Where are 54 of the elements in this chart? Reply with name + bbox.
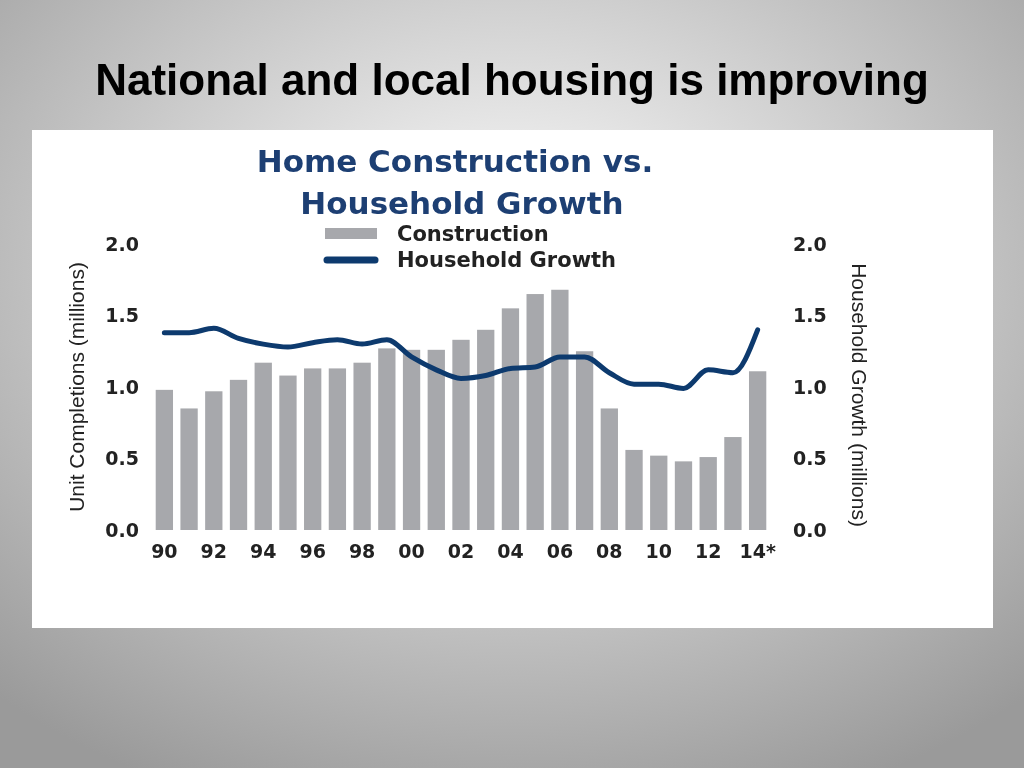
chart-title: National and local housing is improving [95,55,929,104]
bar [353,362,371,530]
bar [279,375,297,530]
x-tick-label: 06 [546,540,574,563]
y-tick-label: 0.0 [105,518,139,541]
x-tick-label: 00 [398,540,425,563]
y2-tick-label: 1.5 [793,304,827,327]
x-tick-label: 94 [250,540,277,563]
bar [304,368,322,530]
y-tick-label: 1.0 [105,375,139,398]
bar [155,389,174,530]
bar [724,437,742,530]
bar [402,349,421,530]
x-tick-label: 90 [151,540,178,563]
chart-subtitle: Home Construction vs. Household Growth [256,143,654,221]
bar [625,449,643,530]
y2-tick-label: 2.0 [793,232,827,255]
bar [551,289,569,530]
bar [650,455,668,530]
bar [229,379,248,530]
bar [477,329,495,530]
x-tick-label: 08 [596,540,623,563]
bar [254,362,272,530]
y2-tick-label: 0.0 [793,518,827,541]
bar [501,308,520,530]
bar [180,408,198,530]
bar [205,391,223,530]
y-axis-title: Unit Completions (millions) [65,262,88,512]
x-tick-label: 14* [739,540,776,563]
y-tick-label: 0.5 [105,447,139,470]
x-tick-label: 02 [447,540,475,563]
bar [748,371,767,530]
y-tick-label: 2.0 [105,232,139,255]
x-tick-label: 04 [497,540,524,563]
y2-tick-label: 0.5 [793,447,827,470]
y-tick-label: 1.5 [105,304,139,327]
x-tick-label: 10 [645,540,672,563]
bar [378,348,396,530]
legend-label: Construction [397,222,549,246]
bar [526,294,544,530]
bar [328,368,347,530]
legend-label: Household Growth [397,248,617,272]
bar [427,349,445,530]
x-tick-label: 96 [299,540,326,563]
bar [699,457,717,530]
bar [452,339,470,530]
x-tick-label: 92 [200,540,228,563]
bar [674,461,693,530]
bar [575,351,594,530]
x-tick-label: 98 [348,540,376,563]
y2-tick-label: 1.0 [793,375,827,398]
y2-axis-title: Household Growth (millions) [848,263,871,527]
bar [600,408,618,530]
x-tick-label: 12 [694,540,722,563]
